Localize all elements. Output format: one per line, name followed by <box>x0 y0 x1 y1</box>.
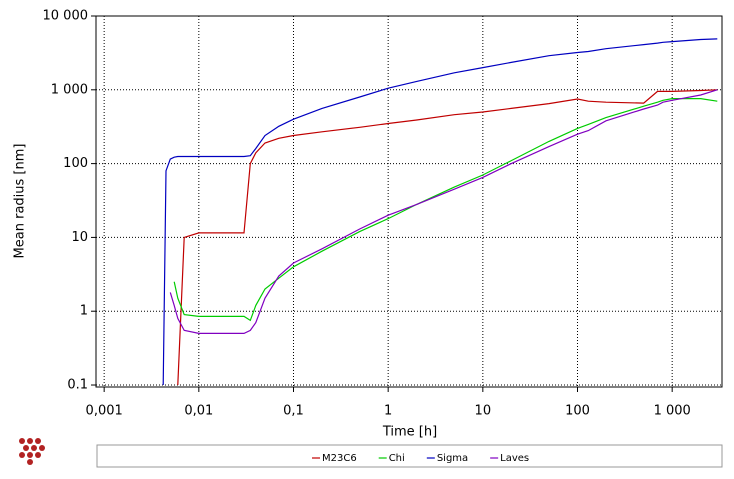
y-tick-label: 10 000 <box>43 9 89 24</box>
y-tick-label: 100 <box>63 156 88 171</box>
y-axis-label: Mean radius [nm] <box>13 144 28 259</box>
plot-frame <box>95 15 723 388</box>
y-tick-label: 0.1 <box>67 378 88 393</box>
x-tick-label: 1 <box>384 404 392 419</box>
legend-label: M23C6 <box>322 453 357 464</box>
x-axis-label: Time [h] <box>382 425 437 440</box>
x-tick-label: 0,001 <box>86 404 123 419</box>
legend-label: Chi <box>389 453 405 464</box>
y-tick-label: 1 <box>80 304 88 319</box>
y-tick-label: 1 000 <box>51 82 88 97</box>
x-tick-label: 0,01 <box>184 404 213 419</box>
x-tick-label: 1 000 <box>654 404 691 419</box>
series-line <box>162 38 718 386</box>
logo <box>19 438 45 465</box>
series-line <box>177 89 718 386</box>
series-line <box>169 89 718 334</box>
y-tick-label: 10 <box>71 230 88 245</box>
x-tick-label: 100 <box>565 404 590 419</box>
legend-label: Sigma <box>437 453 468 464</box>
legend: M23C6 Chi Sigma Laves <box>312 453 529 464</box>
legend-box <box>96 444 723 468</box>
x-tick-label: 0,1 <box>283 404 304 419</box>
x-tick-label: 10 <box>475 404 492 419</box>
series-line <box>173 98 718 322</box>
legend-label: Laves <box>500 453 529 464</box>
